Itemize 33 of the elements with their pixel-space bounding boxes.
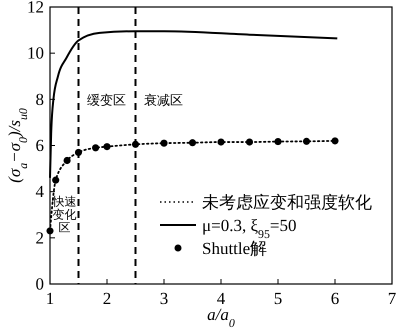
y-tick-label: 2 [36, 228, 44, 248]
x-tick-label: 5 [274, 289, 282, 308]
point [52, 176, 60, 184]
point [46, 227, 54, 234]
y-tick-label: 6 [36, 136, 44, 155]
y-tick-label: 8 [36, 90, 44, 109]
y-tick-label: 0 [36, 274, 44, 294]
legend-label: Shuttle解 [202, 239, 268, 258]
x-tick-label: 7 [388, 289, 397, 308]
point [132, 140, 140, 148]
point [188, 139, 196, 146]
point [160, 140, 168, 147]
point [274, 138, 282, 146]
ref-line-label: 衰减区 [144, 92, 183, 108]
point [246, 138, 254, 146]
y-tick-label: 4 [36, 182, 44, 202]
legend-label: 未考虑应变和强度软化 [202, 193, 372, 212]
point [217, 138, 225, 146]
y-tick-label: 10 [27, 44, 44, 63]
y-tick-label: 12 [27, 0, 44, 16]
point [64, 156, 71, 164]
point [103, 143, 111, 150]
legend-label: μ=0.3, ξ$_{95}$=50 [202, 216, 297, 241]
x-tick-label: 3 [160, 289, 168, 308]
point [302, 138, 310, 145]
x-tick-label: 6 [330, 289, 340, 308]
point [92, 144, 100, 152]
x-tick-label: 1 [46, 289, 54, 308]
x-tick-label: 2 [102, 289, 112, 308]
point [74, 148, 82, 156]
annotation: 快速变化区 [51, 194, 76, 235]
ref-line-label: 缓变区 [87, 92, 126, 108]
point [331, 137, 339, 144]
